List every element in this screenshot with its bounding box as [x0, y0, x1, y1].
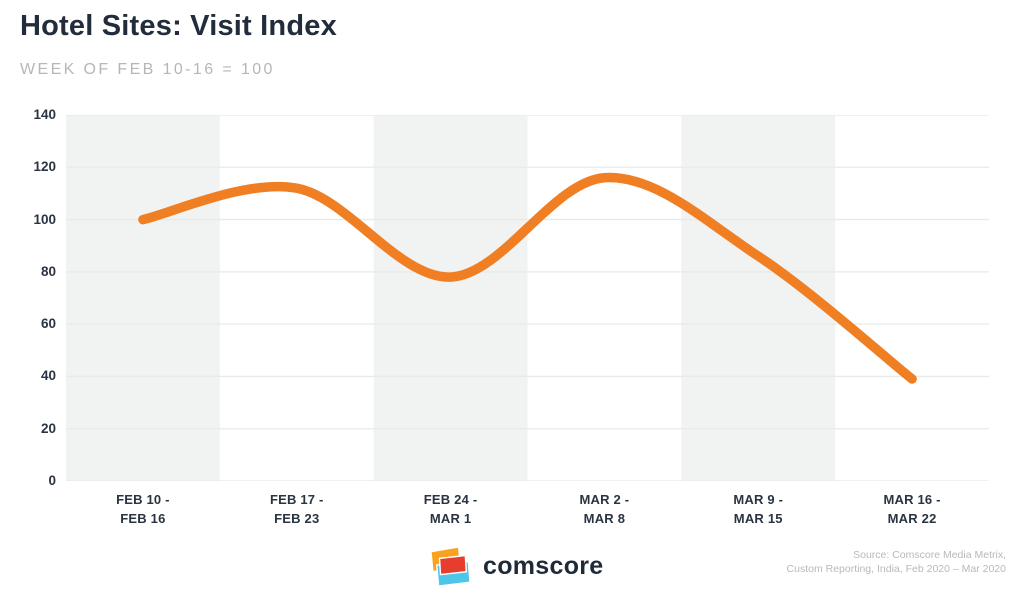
visit-index-line: [138, 172, 917, 384]
y-tick-label: 100: [33, 211, 56, 227]
x-tick-label: FEB 17 - FEB 23: [269, 492, 324, 526]
y-tick-label: 140: [33, 107, 56, 122]
comscore-logo: comscore: [430, 545, 604, 587]
plot-area: [66, 115, 989, 481]
y-tick-label: 60: [40, 316, 56, 332]
y-tick-label: 120: [33, 159, 56, 175]
comscore-logo-icon: [430, 546, 471, 587]
background-band: [373, 115, 528, 481]
y-tick-label: 20: [40, 420, 56, 436]
y-tick-label: 80: [40, 263, 56, 279]
background-band: [66, 115, 220, 481]
x-tick-label: MAR 9 - MAR 15: [733, 492, 784, 526]
x-tick-label: MAR 2 - MAR 8: [579, 492, 630, 526]
brand-wordmark: comscore: [483, 551, 604, 580]
x-tick-label: FEB 10 - FEB 16: [116, 492, 170, 526]
x-tick-label: MAR 16 - MAR 22: [883, 492, 941, 526]
source-attribution: Source: Comscore Media Metrix, Custom Re…: [787, 548, 1006, 576]
y-tick-label: 0: [48, 473, 56, 488]
chart-subtitle: WEEK OF FEB 10-16 = 100: [20, 61, 275, 78]
source-line-1: Source: Comscore Media Metrix,: [853, 549, 1006, 561]
x-tick-label: FEB 24 - MAR 1: [423, 492, 478, 526]
y-tick-label: 40: [40, 368, 56, 384]
source-line-2: Custom Reporting, India, Feb 2020 – Mar …: [786, 563, 1006, 575]
chart-title: Hotel Sites: Visit Index: [20, 10, 337, 42]
